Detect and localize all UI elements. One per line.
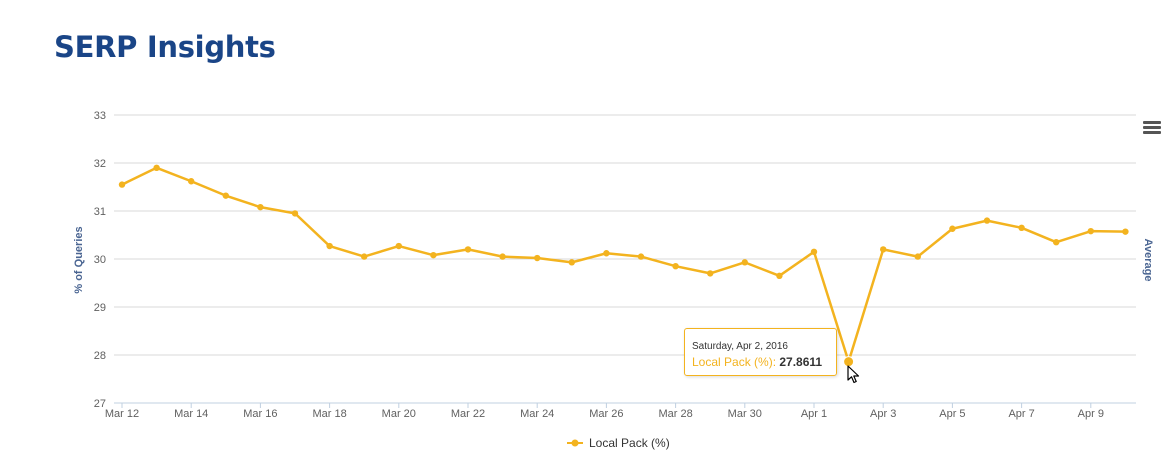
series-layer bbox=[118, 164, 1129, 368]
data-point[interactable] bbox=[914, 253, 921, 260]
y-axis-title-right: Average bbox=[1142, 238, 1154, 281]
data-point[interactable] bbox=[118, 181, 126, 188]
y-tick-label: 27 bbox=[94, 398, 106, 410]
x-tick-label: Mar 18 bbox=[312, 408, 346, 420]
series-line bbox=[121, 166, 1126, 363]
x-tick-label: Mar 16 bbox=[243, 408, 277, 420]
data-point[interactable] bbox=[949, 225, 956, 232]
data-point[interactable] bbox=[1053, 239, 1060, 246]
y-axis-title: % of Queries bbox=[73, 226, 85, 293]
x-tick-label: Apr 7 bbox=[1008, 408, 1034, 420]
data-point[interactable] bbox=[430, 251, 437, 259]
y-tick-label: 31 bbox=[94, 206, 106, 218]
x-tick-label: Mar 22 bbox=[451, 408, 485, 420]
data-point[interactable] bbox=[291, 210, 299, 217]
data-point[interactable] bbox=[672, 263, 679, 270]
tooltip-row: Local Pack (%): 27.8611 bbox=[692, 355, 823, 369]
data-point[interactable] bbox=[326, 242, 333, 250]
data-point[interactable] bbox=[1087, 227, 1095, 235]
grid-lines bbox=[114, 114, 1136, 356]
data-point[interactable] bbox=[707, 270, 714, 277]
tooltip-series-label: Local Pack (%) bbox=[692, 355, 773, 369]
legend-label: Local Pack (%) bbox=[589, 436, 670, 450]
y-axis-ticks: 27 28 29 30 31 32 33 bbox=[94, 110, 106, 410]
data-point[interactable] bbox=[499, 253, 506, 260]
data-point[interactable] bbox=[188, 178, 195, 185]
x-tick-label: Mar 14 bbox=[174, 408, 208, 420]
x-tick-label: Mar 30 bbox=[728, 408, 762, 420]
data-point[interactable] bbox=[395, 242, 402, 250]
tooltip-value: 27.8611 bbox=[779, 355, 823, 369]
x-tick-label: Mar 28 bbox=[658, 408, 692, 420]
x-tick-label: Mar 20 bbox=[382, 408, 416, 420]
data-point[interactable] bbox=[222, 192, 229, 199]
data-point[interactable] bbox=[1122, 228, 1129, 235]
data-point[interactable] bbox=[637, 253, 645, 260]
data-point[interactable] bbox=[810, 248, 818, 255]
y-tick-label: 28 bbox=[94, 350, 106, 362]
data-point[interactable] bbox=[880, 246, 887, 253]
tooltip: Saturday, Apr 2, 2016 Local Pack (%): 27… bbox=[684, 328, 837, 376]
data-point[interactable] bbox=[983, 217, 991, 224]
data-point[interactable] bbox=[776, 272, 783, 279]
x-tick-label: Apr 1 bbox=[801, 408, 827, 420]
tooltip-date: Saturday, Apr 2, 2016 bbox=[692, 341, 788, 352]
x-axis-ticks: Mar 12 Mar 14 Mar 16 Mar 18 Mar 20 Mar 22 Mar … bbox=[105, 403, 1104, 420]
x-tick-label: Mar 12 bbox=[105, 408, 139, 420]
data-point[interactable] bbox=[464, 246, 472, 253]
data-point[interactable] bbox=[741, 259, 748, 266]
chart-menu-icon[interactable] bbox=[1143, 121, 1161, 135]
data-point[interactable] bbox=[1018, 224, 1025, 231]
x-tick-label: Mar 26 bbox=[589, 408, 623, 420]
data-point[interactable] bbox=[257, 203, 264, 211]
y-tick-label: 30 bbox=[94, 254, 106, 266]
data-point[interactable] bbox=[153, 164, 160, 171]
data-point[interactable] bbox=[361, 253, 368, 260]
data-point[interactable] bbox=[534, 254, 541, 262]
page-title: SERP Insights bbox=[54, 30, 276, 64]
legend-item-local-pack[interactable]: Local Pack (%) bbox=[567, 436, 670, 450]
x-tick-label: Apr 9 bbox=[1078, 408, 1104, 420]
y-tick-label: 32 bbox=[94, 158, 106, 170]
data-point[interactable] bbox=[603, 250, 610, 257]
x-tick-label: Mar 24 bbox=[520, 408, 554, 420]
mouse-cursor-icon bbox=[847, 365, 860, 384]
data-point[interactable] bbox=[568, 259, 575, 266]
y-tick-label: 29 bbox=[94, 302, 106, 314]
y-tick-label: 33 bbox=[94, 110, 106, 122]
x-tick-label: Apr 3 bbox=[870, 408, 896, 420]
x-tick-label: Apr 5 bbox=[939, 408, 965, 420]
